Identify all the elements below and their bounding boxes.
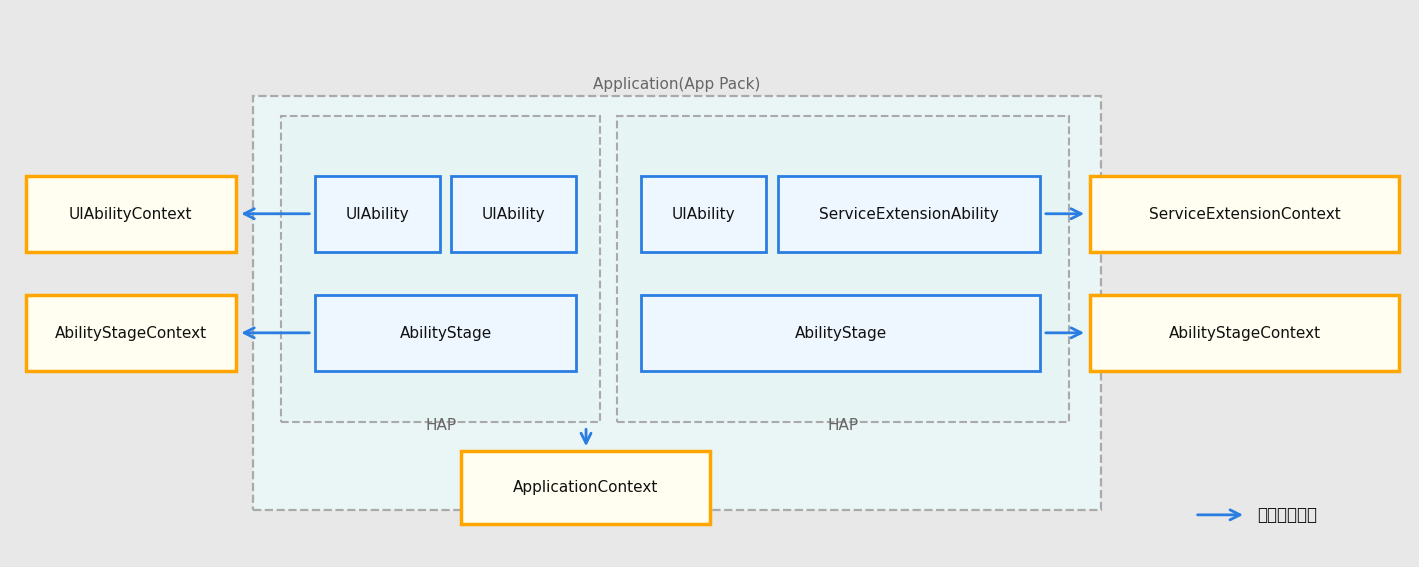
Bar bbox=[315, 295, 576, 371]
Bar bbox=[1090, 295, 1399, 371]
Text: 表示持有关系: 表示持有关系 bbox=[1257, 506, 1317, 524]
Text: ServiceExtensionAbility: ServiceExtensionAbility bbox=[819, 206, 999, 222]
Text: AbilityStageContext: AbilityStageContext bbox=[54, 325, 207, 341]
Bar bbox=[281, 116, 600, 422]
Bar bbox=[617, 116, 1069, 422]
Text: UIAbility: UIAbility bbox=[346, 206, 409, 222]
Bar bbox=[451, 176, 576, 252]
Text: UIAbility: UIAbility bbox=[482, 206, 545, 222]
Bar bbox=[253, 96, 1101, 510]
Text: Application(App Pack): Application(App Pack) bbox=[593, 77, 761, 92]
Bar bbox=[461, 451, 710, 524]
Bar bbox=[778, 176, 1040, 252]
Text: HAP: HAP bbox=[827, 418, 858, 433]
Bar bbox=[26, 176, 236, 252]
Text: AbilityStageContext: AbilityStageContext bbox=[1168, 325, 1321, 341]
Bar bbox=[315, 176, 440, 252]
Text: UIAbilityContext: UIAbilityContext bbox=[68, 206, 193, 222]
Bar bbox=[1090, 176, 1399, 252]
Text: HAP: HAP bbox=[426, 418, 457, 433]
Text: AbilityStage: AbilityStage bbox=[399, 325, 492, 341]
Text: AbilityStage: AbilityStage bbox=[795, 325, 887, 341]
Text: ApplicationContext: ApplicationContext bbox=[512, 480, 658, 495]
Text: UIAbility: UIAbility bbox=[673, 206, 735, 222]
Text: ServiceExtensionContext: ServiceExtensionContext bbox=[1148, 206, 1341, 222]
Bar bbox=[26, 295, 236, 371]
Bar bbox=[641, 176, 766, 252]
Bar bbox=[641, 295, 1040, 371]
